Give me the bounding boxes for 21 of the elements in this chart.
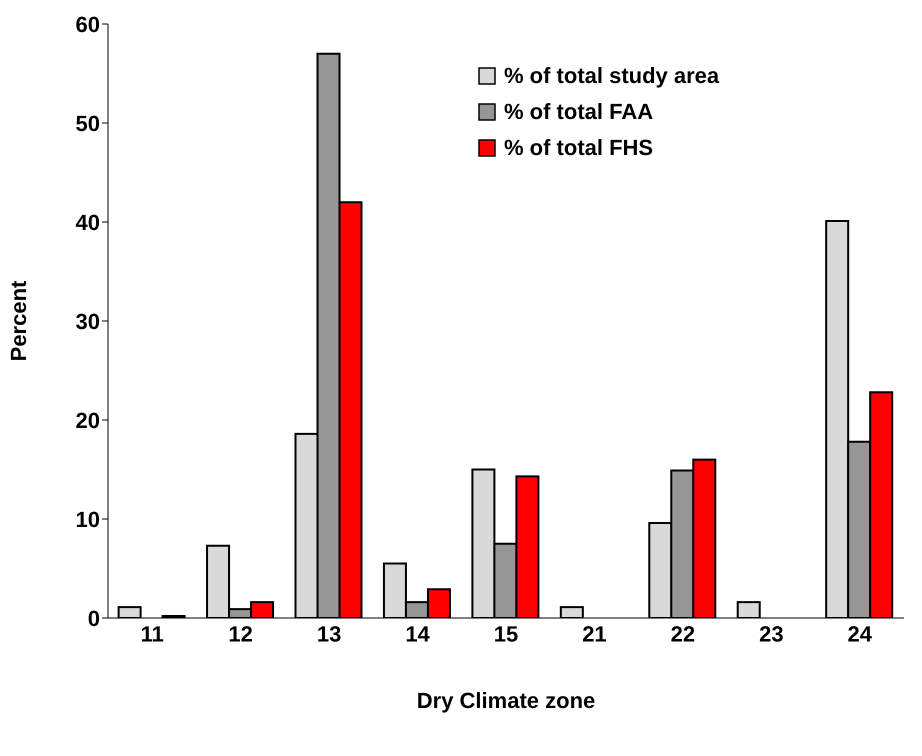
- y-tick-label: 40: [76, 210, 100, 235]
- y-axis-title: Percent: [6, 280, 31, 362]
- y-tick-label: 10: [76, 506, 100, 532]
- y-tick-label: 60: [76, 12, 100, 37]
- y-tick-label: 50: [76, 110, 100, 136]
- y-tick-label: 0: [88, 606, 100, 631]
- x-tick-label: 24: [848, 622, 873, 647]
- x-tick-label: 22: [670, 622, 696, 647]
- legend-label: % of total FAA: [504, 99, 654, 125]
- x-tick-label: 11: [140, 622, 164, 647]
- x-tick-label: 15: [494, 622, 518, 647]
- x-tick-label: 21: [582, 622, 607, 647]
- x-tick-label: 13: [316, 622, 342, 647]
- x-tick-label: 14: [405, 622, 431, 647]
- x-axis-title: Dry Climate zone: [416, 688, 596, 713]
- x-tick-label: 12: [228, 622, 253, 647]
- y-tick-label: 20: [76, 408, 100, 433]
- x-tick-label: 23: [759, 622, 784, 647]
- y-tick-label: 30: [76, 308, 100, 334]
- legend-label: % of total FHS: [504, 135, 654, 161]
- legend-label: % of total study area: [504, 63, 720, 89]
